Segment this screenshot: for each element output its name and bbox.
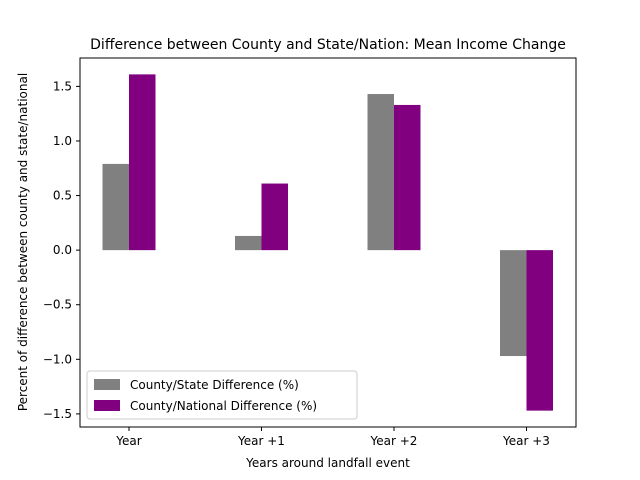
x-axis-label: Years around landfall event: [245, 456, 410, 470]
legend-swatch: [94, 400, 120, 411]
legend-label: County/State Difference (%): [130, 378, 299, 392]
y-tick-label: 0.0: [53, 243, 72, 257]
y-axis-label: Percent of difference between county and…: [16, 73, 30, 411]
x-tick-label: Year +1: [237, 434, 285, 448]
bar-series-2-year-2: [394, 104, 421, 251]
bar-series-1-year-1: [235, 235, 262, 251]
y-tick-label: −1.0: [43, 352, 72, 366]
x-tick-label: Year: [115, 434, 141, 448]
legend-swatch: [94, 379, 120, 390]
bar-series-1-year-3: [500, 250, 527, 357]
plot-area: −1.5 −1.0 −0.5 0.0 0.5 1.0 1.5 Year Year +1 Year …: [43, 57, 577, 448]
chart-title: Difference between County and State/Nati…: [90, 37, 566, 53]
y-tick-label: 0.5: [53, 189, 72, 203]
x-tick-label: Year +3: [502, 434, 550, 448]
bar-series-1-year-2: [367, 94, 394, 251]
y-tick-label: 1.0: [53, 134, 72, 148]
legend: County/State Difference (%) County/Nation…: [86, 370, 358, 420]
bar-series-2-year-1: [261, 183, 288, 251]
bar-series-1-year: [102, 163, 129, 251]
y-tick-label: 1.5: [53, 79, 72, 93]
bar-series-2-year: [129, 74, 156, 251]
y-tick-label: −0.5: [43, 298, 72, 312]
plot-frame: [79, 57, 577, 428]
x-tick-label: Year +2: [370, 434, 418, 448]
y-tick-label: −1.5: [43, 407, 72, 421]
legend-box: [86, 370, 358, 420]
legend-label: County/National Difference (%): [130, 399, 317, 413]
bar-series-2-year-3: [526, 250, 553, 411]
